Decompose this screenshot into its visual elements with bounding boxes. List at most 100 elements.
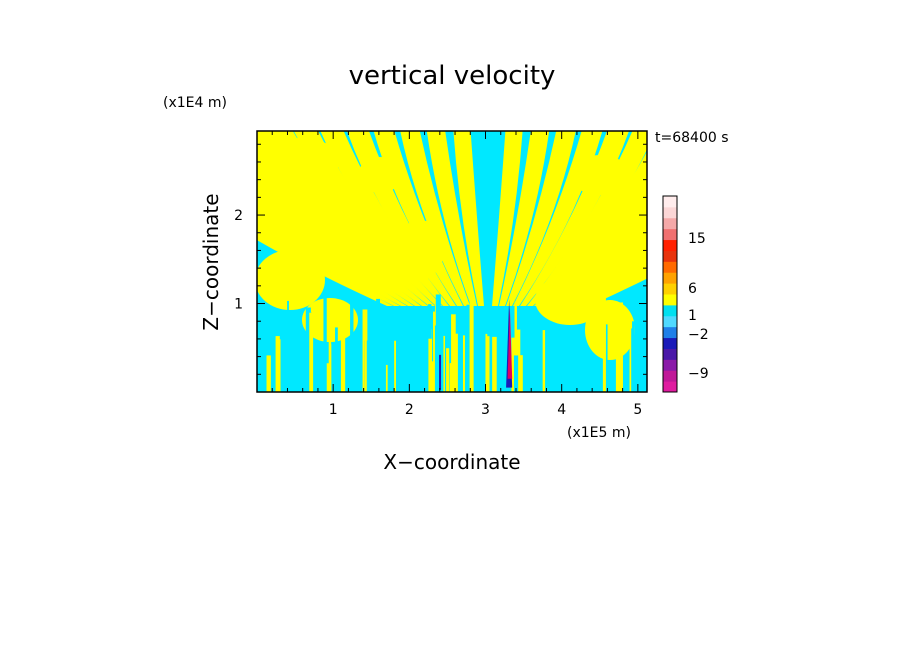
surface-streak <box>513 355 519 392</box>
surface-streak <box>325 363 331 392</box>
surface-streak <box>322 364 325 392</box>
chart-title: vertical velocity <box>349 61 556 91</box>
colorbar-segment <box>663 272 677 284</box>
surface-streak <box>287 300 289 392</box>
surface-streak <box>309 312 314 392</box>
surface-streak <box>394 340 396 392</box>
surface-streak <box>335 327 338 392</box>
colorbar-label: −9 <box>688 366 709 382</box>
surface-streak <box>519 355 523 392</box>
surface-streak <box>350 300 354 392</box>
surface-streak <box>306 312 312 392</box>
surface-streak <box>486 336 490 392</box>
surface-streak <box>570 336 572 392</box>
y-unit-label: (x1E4 m) <box>163 95 227 111</box>
surface-streak <box>340 337 346 392</box>
x-unit-label: (x1E5 m) <box>567 425 631 441</box>
colorbar: 15 6 1 −2 −9 <box>662 195 709 393</box>
surface-streak <box>414 350 418 392</box>
x-tick-label: 2 <box>405 402 414 418</box>
surface-streak <box>511 337 516 392</box>
surface-streak <box>328 317 332 392</box>
updraft-region <box>592 215 647 285</box>
colorbar-frame <box>662 195 678 393</box>
surface-streak <box>605 324 608 392</box>
surface-streak <box>473 365 477 392</box>
time-label: t=68400 s <box>655 130 729 146</box>
updraft-region <box>570 155 630 195</box>
colorbar-segment <box>663 304 677 317</box>
colorbar-segment <box>663 250 677 262</box>
updraft-region <box>535 275 605 325</box>
plot-frame <box>256 130 648 393</box>
updraft-region <box>260 138 340 182</box>
updraft-region <box>396 220 444 280</box>
surface-streak <box>385 364 388 392</box>
colorbar-segment <box>663 283 677 295</box>
updraft-region <box>257 250 325 310</box>
wave-band <box>453 131 484 306</box>
surface-streak <box>469 292 474 392</box>
wave-band <box>499 131 550 306</box>
colorbar-label: 15 <box>688 231 706 247</box>
surface-streak <box>580 353 584 392</box>
colorbar-segment <box>663 206 677 219</box>
surface-streak <box>449 363 453 392</box>
colorbar-segment <box>663 228 677 241</box>
x-tick-label: 5 <box>633 402 642 418</box>
y-axis-label: Z−coordinate <box>199 193 223 330</box>
surface-streak <box>428 361 435 392</box>
colorbar-segment <box>663 337 677 349</box>
surface-streak <box>492 336 497 392</box>
surface-streak <box>618 302 623 392</box>
y-tick-label: 2 <box>234 208 243 224</box>
x-axis: 1 2 3 4 5 <box>271 131 642 418</box>
surface-streak <box>500 360 504 392</box>
contour-field <box>257 131 647 392</box>
surface-streak <box>323 293 327 392</box>
updraft-region <box>585 300 635 360</box>
surface-streak <box>281 340 285 392</box>
surface-streak <box>632 321 635 392</box>
colorbar-label: −2 <box>688 327 709 343</box>
colorbar-segment <box>663 315 677 328</box>
surface-streak <box>443 335 445 392</box>
surface-streak <box>466 346 470 392</box>
updraft-region <box>358 157 402 193</box>
y-axis: 12 <box>234 143 647 375</box>
updraft-region <box>315 197 375 233</box>
surface-streak <box>420 325 425 392</box>
colorbar-segment <box>663 326 677 339</box>
x-tick-label: 1 <box>329 402 338 418</box>
wave-band <box>492 131 523 306</box>
surface-streak <box>542 330 546 392</box>
x-tick-label: 4 <box>557 402 566 418</box>
colorbar-segment <box>663 217 677 230</box>
downdraft-streak <box>439 354 442 390</box>
colorbar-segment <box>663 196 677 208</box>
surface-streak <box>361 295 363 392</box>
surface-streak <box>446 348 450 392</box>
field-patterns <box>257 131 647 392</box>
surface-streak <box>433 311 436 392</box>
surface-streak <box>629 342 633 392</box>
wave-band <box>506 131 576 306</box>
x-axis-label: X−coordinate <box>383 450 520 474</box>
wave-band <box>400 131 470 306</box>
colorbar-segment <box>663 370 677 382</box>
colorbar-segment <box>663 294 677 306</box>
surface-streak <box>565 356 568 392</box>
surface-streak <box>462 335 465 392</box>
colorbar-segment <box>663 359 677 371</box>
surface-streak <box>376 298 381 392</box>
surface-streak <box>266 355 271 392</box>
surface-streak <box>452 333 458 392</box>
colorbar-segment <box>663 348 677 360</box>
colorbar-segment <box>663 239 677 251</box>
surface-streak <box>448 324 451 392</box>
surface-streak <box>485 333 488 392</box>
x-tick-label: 3 <box>481 402 490 418</box>
colorbar-label: 1 <box>688 308 697 324</box>
surface-streak <box>615 320 621 392</box>
surface-streak <box>602 295 606 392</box>
